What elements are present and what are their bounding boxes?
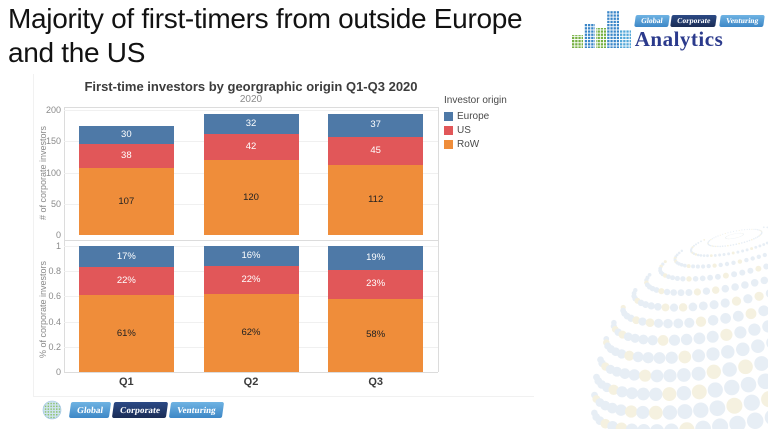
y-tick-label: 0	[55, 230, 61, 240]
gcv-analytics-logo: Global Corporate Venturing Analytics	[571, 8, 765, 51]
legend-label: RoW	[457, 139, 480, 150]
y-tick-label: 50	[50, 198, 61, 209]
y-tick-label: 200	[45, 105, 61, 115]
legend-label: US	[457, 125, 471, 136]
bar-value-label: 37	[370, 119, 381, 131]
bar-value-label: 38	[121, 150, 132, 162]
plot-border-left	[64, 107, 65, 372]
globe-icon	[42, 400, 62, 420]
y-tick-label: 0.8	[48, 266, 61, 277]
bar-segment	[328, 136, 424, 165]
gcv-logo: Global Corporate Venturing	[42, 400, 224, 420]
bar-value-label: 23%	[366, 278, 386, 290]
bar-value-label: 30	[121, 129, 132, 140]
badge-global: Global	[633, 15, 670, 27]
y-tick-label: 0.4	[48, 316, 61, 327]
legend-swatch-icon	[444, 126, 453, 135]
bar-segment	[203, 113, 299, 134]
bar-segment	[78, 267, 174, 296]
chart-title: First-time investors by georgraphic orig…	[84, 79, 418, 94]
bar-value-label: 112	[368, 194, 384, 205]
bar-segment	[78, 144, 174, 169]
bar-segment	[328, 165, 424, 235]
legend: Investor origin Europe US RoW	[444, 95, 507, 153]
bar-segment	[328, 246, 424, 270]
globe-watermark-icon	[591, 226, 768, 429]
legend-title: Investor origin	[444, 95, 507, 106]
bar-value-label: 58%	[366, 329, 386, 341]
bar-value-label: 32	[245, 117, 257, 129]
bar-segment	[203, 160, 299, 235]
badge-global: Global	[68, 402, 112, 418]
y-tick-label: 150	[45, 136, 61, 147]
bar-value-label: 45	[370, 144, 381, 156]
badge-venturing: Venturing	[718, 15, 765, 27]
legend-item: US	[444, 125, 507, 136]
legend-item: Europe	[444, 111, 507, 122]
bar-segment	[328, 113, 424, 137]
bar-segment	[78, 246, 174, 268]
bar-segment	[78, 295, 174, 372]
bar-segment	[78, 168, 174, 235]
logo-analytics-text: Analytics	[634, 27, 724, 51]
bar-value-label: 17%	[116, 250, 136, 262]
bar-value-label: 22%	[241, 274, 261, 286]
badge-venturing: Venturing	[168, 402, 224, 418]
chart: First-time investors by georgraphic orig…	[33, 74, 534, 397]
bar-value-label: 42	[245, 140, 257, 152]
bar-value-label: 22%	[116, 275, 136, 287]
plot-border-top	[64, 107, 438, 108]
bar-value-label: 61%	[116, 327, 136, 339]
legend-swatch-icon	[444, 140, 453, 149]
x-category-label: Q1	[118, 376, 134, 388]
mosaic-buildings-icon	[571, 11, 631, 48]
plot-border-right	[438, 107, 439, 372]
logo-badges: Global Corporate Venturing	[633, 15, 765, 27]
slide-title-line-1: Majority of first-timers from outside Eu…	[8, 3, 523, 34]
bar-segment	[328, 269, 424, 299]
gridline	[64, 110, 438, 111]
y-tick-label: 1	[55, 241, 61, 251]
column-header-2020: 2020	[239, 94, 263, 105]
bar-segment	[203, 266, 299, 294]
bar-value-label: 16%	[241, 250, 261, 262]
slide-title-line-2: and the US	[8, 37, 146, 68]
badge-corporate: Corporate	[111, 402, 169, 418]
slide-title: Majority of first-timers from outside Eu…	[8, 2, 523, 70]
x-category-label: Q2	[243, 376, 259, 388]
bar-value-label: 19%	[366, 251, 386, 263]
bar-segment	[78, 125, 174, 145]
bar-segment	[328, 298, 424, 372]
bar-value-label: 107	[118, 195, 135, 207]
legend-items: Europe US RoW	[444, 111, 507, 150]
legend-label: Europe	[457, 111, 490, 122]
bar-value-label: 120	[243, 191, 259, 203]
badge-corporate: Corporate	[670, 15, 718, 27]
y-tick-label: 0	[55, 367, 61, 377]
bar-segment	[203, 133, 299, 160]
x-axis-line	[64, 372, 438, 373]
bar-value-label: 62%	[241, 326, 261, 338]
panel-divider	[64, 240, 438, 241]
y-tick-label: 0.2	[48, 341, 61, 352]
bar-segment	[203, 293, 299, 372]
y-axis-label-percent: % of corporate investors	[38, 260, 48, 358]
y-tick-label: 100	[45, 167, 61, 178]
legend-swatch-icon	[444, 112, 453, 121]
x-category-label: Q3	[368, 376, 383, 388]
y-tick-label: 0.6	[48, 291, 61, 302]
legend-item: RoW	[444, 139, 507, 150]
bar-segment	[203, 246, 299, 267]
